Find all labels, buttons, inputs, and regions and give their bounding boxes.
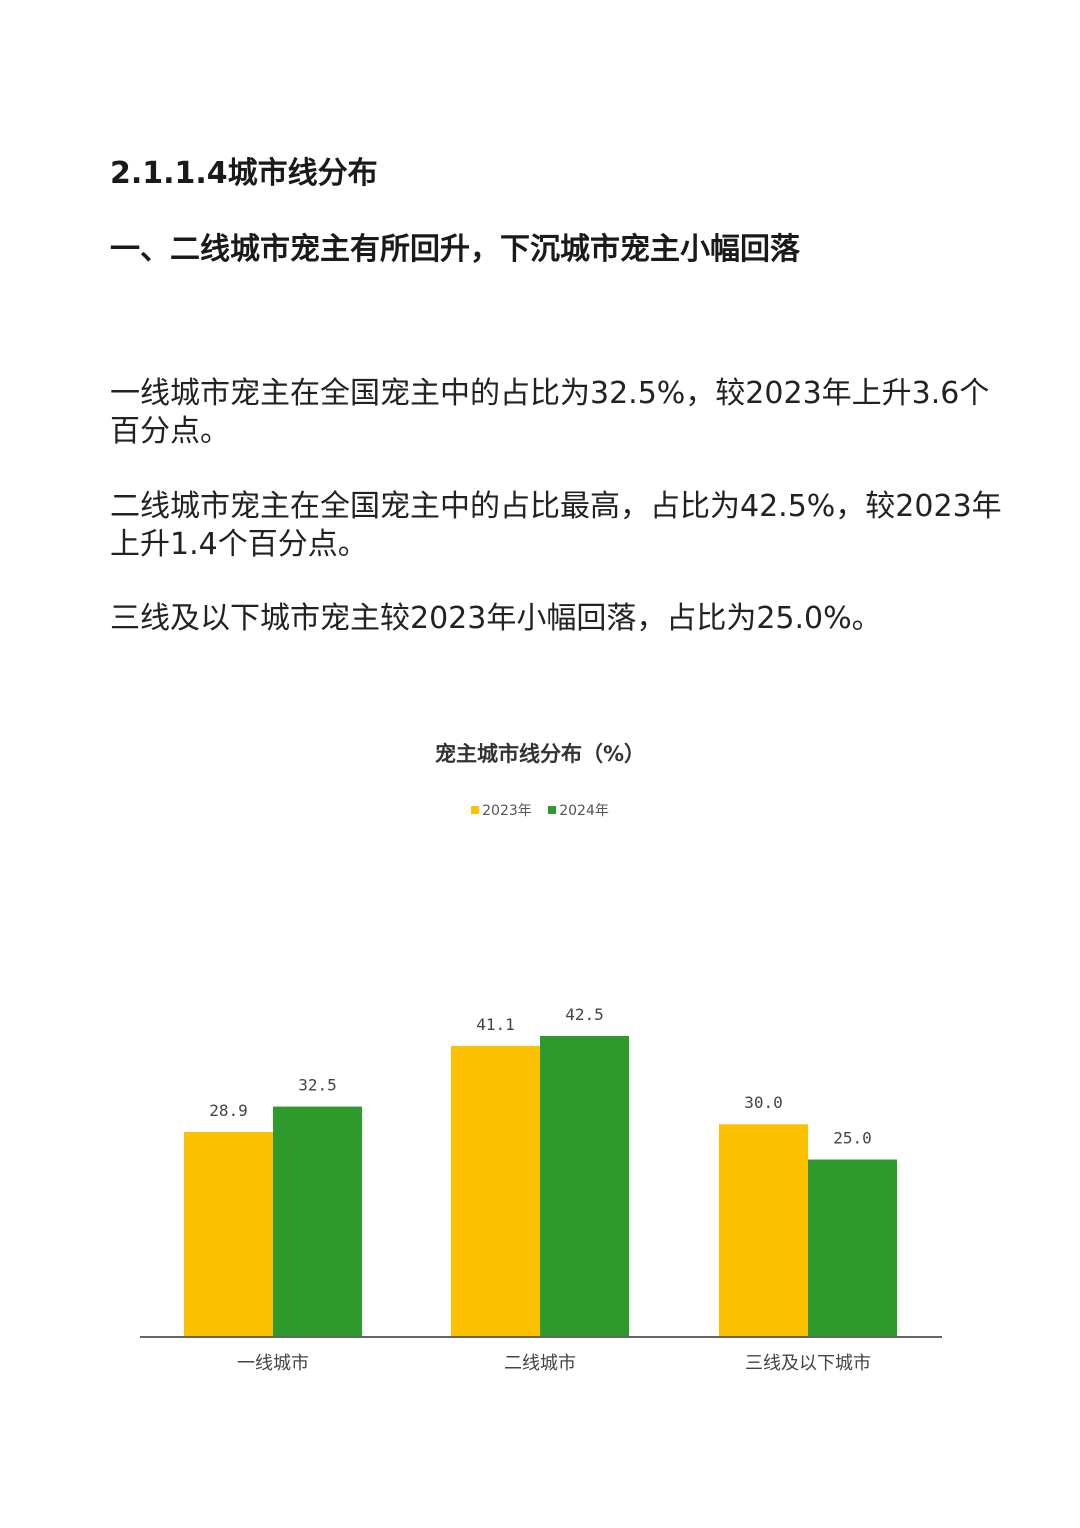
data-label-2024-2: 25.0 xyxy=(833,1129,872,1148)
bar-2023-2 xyxy=(719,1124,808,1336)
paragraph-tier1: 一线城市宠主在全国宠主中的占比为32.5%，较2023年上升3.6个百分点。 xyxy=(110,376,990,449)
data-label-2024-0: 32.5 xyxy=(298,1076,337,1095)
paragraph-tier2: 二线城市宠主在全国宠主中的占比最高，占比为42.5%，较2023年上升1.4个百… xyxy=(110,489,1002,562)
legend-label-2023: 2023年 xyxy=(482,803,532,819)
legend-item-2023: 2023年 xyxy=(471,800,532,820)
bar-2023-0 xyxy=(184,1132,273,1336)
x-tick-label-0: 一线城市 xyxy=(237,1353,309,1374)
legend-label-2024: 2024年 xyxy=(559,803,609,819)
data-label-2024-1: 42.5 xyxy=(565,1005,604,1024)
bar-2024-1 xyxy=(540,1036,629,1336)
sub-heading: 一、二线城市宠主有所回升，下沉城市宠主小幅回落 xyxy=(110,232,800,267)
legend-item-2024: 2024年 xyxy=(548,800,609,820)
chart-title: 宠主城市线分布（%） xyxy=(434,742,646,766)
x-tick-label-2: 三线及以下城市 xyxy=(745,1353,871,1374)
bar-2023-1 xyxy=(451,1045,540,1336)
data-label-2023-1: 41.1 xyxy=(476,1015,515,1034)
x-tick-label-1: 二线城市 xyxy=(504,1353,576,1374)
chart-legend: 2023年 2024年 xyxy=(0,800,1080,820)
data-label-2023-2: 30.0 xyxy=(744,1093,783,1112)
legend-swatch-2023 xyxy=(471,806,480,814)
legend-swatch-2024 xyxy=(548,806,557,814)
section-heading: 2.1.1.4城市线分布 xyxy=(110,156,378,191)
bar-2024-2 xyxy=(808,1159,897,1336)
paragraph-tier3: 三线及以下城市宠主较2023年小幅回落，占比为25.0%。 xyxy=(110,601,882,636)
data-label-2023-0: 28.9 xyxy=(209,1101,248,1120)
bar-2024-0 xyxy=(273,1106,362,1336)
